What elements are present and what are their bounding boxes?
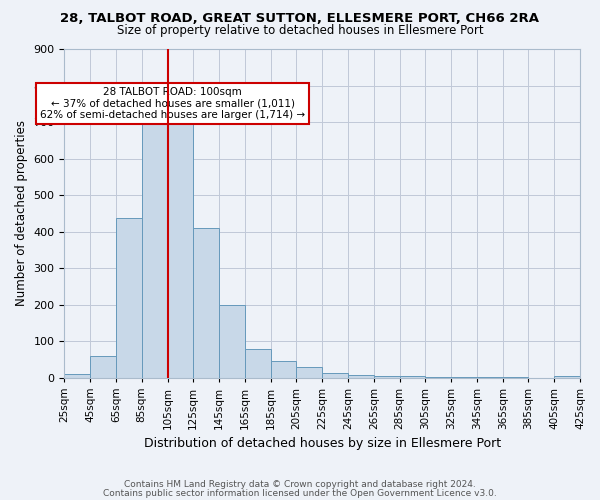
Bar (245, 349, 271, 378)
X-axis label: Distribution of detached houses by size in Ellesmere Port: Distribution of detached houses by size … (143, 437, 501, 450)
Bar (271, 362, 296, 378)
Text: Contains HM Land Registry data © Crown copyright and database right 2024.: Contains HM Land Registry data © Crown c… (124, 480, 476, 489)
Bar (348, 374, 374, 378)
Bar (374, 376, 400, 378)
Bar (554, 376, 580, 378)
Bar (64, 374, 90, 378)
Bar (142, 102, 167, 378)
Text: Contains public sector information licensed under the Open Government Licence v3: Contains public sector information licen… (103, 488, 497, 498)
Bar (90, 356, 116, 378)
Bar (322, 373, 348, 378)
Text: Size of property relative to detached houses in Ellesmere Port: Size of property relative to detached ho… (116, 24, 484, 37)
Bar (167, 104, 193, 378)
Bar (193, 228, 219, 378)
Bar (116, 218, 142, 378)
Text: 28 TALBOT ROAD: 100sqm
← 37% of detached houses are smaller (1,011)
62% of semi-: 28 TALBOT ROAD: 100sqm ← 37% of detached… (40, 87, 305, 120)
Text: 28, TALBOT ROAD, GREAT SUTTON, ELLESMERE PORT, CH66 2RA: 28, TALBOT ROAD, GREAT SUTTON, ELLESMERE… (61, 12, 539, 26)
Y-axis label: Number of detached properties: Number of detached properties (15, 120, 28, 306)
Bar (219, 304, 245, 378)
Bar (296, 368, 322, 378)
Bar (400, 376, 425, 378)
Bar (425, 377, 451, 378)
